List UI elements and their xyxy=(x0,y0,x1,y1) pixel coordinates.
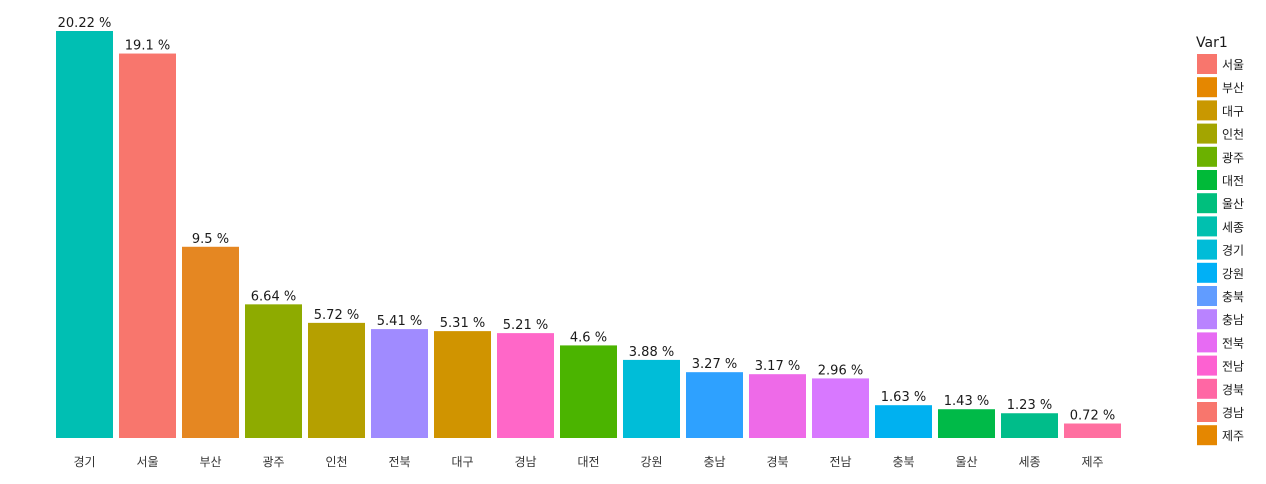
bar-6 xyxy=(434,331,491,438)
legend-swatch-7 xyxy=(1197,216,1217,237)
legend-label-2: 대구 xyxy=(1222,104,1244,118)
x-tick-label-9: 강원 xyxy=(640,455,662,469)
bar-labels-group: 20.22 % 19.1 % 9.5 % 6.64 % 5.72 % 5.41 % 5.31… xyxy=(58,16,1116,424)
x-tick-label-8: 대전 xyxy=(577,455,599,469)
bar-value-label-14: 1.43 % xyxy=(944,394,989,409)
x-tick-label-15: 세종 xyxy=(1018,455,1040,469)
x-tick-label-2: 부산 xyxy=(199,455,221,469)
legend-label-4: 광주 xyxy=(1222,151,1244,165)
bar-5 xyxy=(371,329,428,438)
x-tick-label-3: 광주 xyxy=(262,455,284,469)
legend-swatch-9 xyxy=(1197,262,1217,283)
legend-title: Var1 xyxy=(1196,35,1228,51)
legend-label-11: 충남 xyxy=(1222,313,1244,327)
bar-15 xyxy=(1001,413,1058,438)
legend-swatch-14 xyxy=(1197,378,1217,399)
x-tick-label-4: 인천 xyxy=(325,454,347,469)
bar-7 xyxy=(497,333,554,438)
x-tick-label-7: 경남 xyxy=(514,455,536,469)
x-tick-label-1: 서울 xyxy=(136,455,158,469)
legend-label-0: 서울 xyxy=(1222,58,1244,72)
legend-swatch-15 xyxy=(1197,402,1217,422)
bar-value-label-5: 5.41 % xyxy=(377,314,422,329)
bar-value-label-4: 5.72 % xyxy=(314,308,359,323)
bar-13 xyxy=(875,405,932,438)
x-axis-tick-labels: 경기 서울 부산 광주 인천 전북 대구 경남 대전 강원 충남 경북 전남 충북 울산 세종 제주 xyxy=(73,454,1103,469)
legend-swatch-4 xyxy=(1197,146,1217,167)
legend-label-8: 경기 xyxy=(1222,244,1244,258)
bar-value-label-1: 19.1 % xyxy=(125,39,170,54)
bar-value-label-2: 9.5 % xyxy=(192,232,229,247)
x-tick-label-6: 대구 xyxy=(451,455,473,469)
legend-label-6: 울산 xyxy=(1222,197,1244,211)
bar-3 xyxy=(245,304,302,438)
bar-14 xyxy=(938,409,995,438)
bar-4 xyxy=(308,322,365,438)
bar-10 xyxy=(686,372,743,438)
bar-value-label-10: 3.27 % xyxy=(692,357,737,372)
legend-label-14: 경북 xyxy=(1222,383,1244,397)
legend-label-1: 부산 xyxy=(1222,81,1244,95)
legend-label-16: 제주 xyxy=(1222,429,1244,443)
x-tick-label-16: 제주 xyxy=(1081,455,1103,469)
bar-16 xyxy=(1064,423,1121,438)
legend-label-3: 인천 xyxy=(1222,127,1244,142)
legend-swatch-13 xyxy=(1197,355,1217,376)
legend-swatch-2 xyxy=(1197,100,1217,121)
legend-swatch-12 xyxy=(1197,332,1217,353)
bars-group xyxy=(56,31,1121,439)
legend-label-13: 전남 xyxy=(1222,360,1244,374)
bar-value-label-9: 3.88 % xyxy=(629,345,674,360)
legend-label-12: 전북 xyxy=(1222,336,1244,350)
bar-value-label-7: 5.21 % xyxy=(503,318,548,333)
legend-label-15: 경남 xyxy=(1222,406,1244,420)
bar-value-label-6: 5.31 % xyxy=(440,316,485,331)
bar-12 xyxy=(812,378,869,438)
legend-swatch-16 xyxy=(1197,425,1217,446)
bar-9 xyxy=(623,359,680,438)
legend-label-5: 대전 xyxy=(1222,174,1244,188)
x-tick-label-12: 전남 xyxy=(829,455,851,469)
bar-value-label-16: 0.72 % xyxy=(1070,409,1115,424)
bar-value-label-15: 1.23 % xyxy=(1007,398,1052,413)
legend-swatch-5 xyxy=(1197,170,1217,190)
bar-value-label-3: 6.64 % xyxy=(251,289,296,304)
legend-swatch-1 xyxy=(1197,77,1217,98)
x-tick-label-0: 경기 xyxy=(73,455,95,469)
legend-swatch-3 xyxy=(1197,123,1217,144)
bar-value-label-12: 2.96 % xyxy=(818,363,863,378)
bar-value-label-8: 4.6 % xyxy=(570,330,607,345)
bar-1 xyxy=(119,53,176,439)
bar-value-label-11: 3.17 % xyxy=(755,359,800,374)
x-tick-label-10: 충남 xyxy=(703,455,725,469)
bar-8 xyxy=(560,345,617,438)
legend-label-10: 충북 xyxy=(1222,290,1244,304)
legend-swatch-0 xyxy=(1197,54,1217,74)
bar-2 xyxy=(182,246,239,438)
bar-value-label-13: 1.63 % xyxy=(881,390,926,405)
bar-0 xyxy=(56,31,113,438)
legend-swatch-10 xyxy=(1197,286,1217,306)
x-tick-label-5: 전북 xyxy=(388,455,410,469)
legend-swatch-11 xyxy=(1197,309,1217,330)
x-tick-label-11: 경북 xyxy=(766,455,788,469)
x-tick-label-13: 충북 xyxy=(892,455,914,469)
x-tick-label-14: 울산 xyxy=(955,455,977,469)
legend-label-9: 강원 xyxy=(1222,267,1244,281)
bar-11 xyxy=(749,374,806,438)
legend-label-7: 세종 xyxy=(1222,220,1244,234)
legend-swatch-8 xyxy=(1197,239,1217,260)
legend-swatch-6 xyxy=(1197,193,1217,214)
bar-value-label-0: 20.22 % xyxy=(58,16,112,31)
